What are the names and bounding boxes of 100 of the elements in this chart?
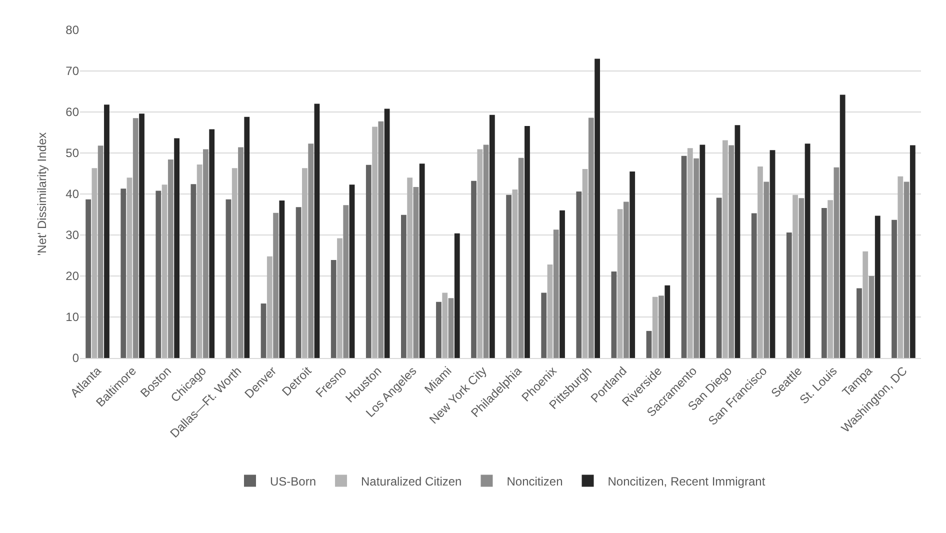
bar	[244, 116, 250, 358]
y-tick-label: 10	[66, 310, 80, 324]
y-tick-label: 40	[66, 187, 80, 202]
bar	[483, 144, 489, 358]
y-tick-label: 50	[66, 146, 80, 160]
bar	[378, 121, 384, 358]
bar	[120, 188, 126, 358]
bar	[524, 126, 530, 358]
y-tick-label: 80	[66, 23, 80, 38]
y-tick-label: 30	[66, 228, 80, 242]
bar	[822, 208, 827, 358]
bar	[162, 184, 168, 358]
bar	[126, 178, 132, 358]
bar	[898, 176, 904, 358]
bar	[734, 125, 740, 358]
bar	[694, 158, 699, 358]
bar	[139, 114, 144, 358]
bar	[279, 200, 285, 358]
bar	[156, 190, 162, 358]
y-tick-label: 0	[72, 351, 80, 366]
bar	[862, 251, 868, 358]
bar	[238, 147, 244, 358]
bar	[652, 296, 658, 358]
bar	[588, 118, 594, 358]
bar	[828, 200, 834, 358]
bar	[868, 276, 874, 358]
bar	[196, 164, 202, 358]
bar	[413, 187, 419, 358]
bar	[296, 207, 302, 358]
legend-label: Noncitizen, Recent Immigrant	[608, 474, 766, 488]
bar	[560, 210, 565, 358]
bar	[751, 213, 757, 358]
bar	[611, 271, 617, 358]
bar	[664, 285, 670, 358]
bar	[541, 292, 547, 358]
bar	[716, 198, 722, 358]
y-tick-label: 20	[66, 269, 80, 284]
bar	[477, 149, 483, 358]
bar	[442, 292, 448, 358]
bar	[489, 114, 495, 358]
bar	[834, 167, 840, 358]
bar	[98, 146, 104, 358]
bar	[687, 148, 693, 358]
bar	[518, 158, 524, 358]
bar	[366, 164, 372, 358]
bar	[260, 303, 266, 358]
bar	[728, 145, 734, 358]
bar	[764, 182, 770, 358]
bar	[892, 220, 897, 358]
bar	[266, 256, 272, 358]
bar	[700, 144, 706, 358]
bar	[804, 144, 810, 358]
bar	[401, 214, 406, 358]
bar	[209, 129, 215, 358]
legend-label: Naturalized Citizen	[361, 474, 462, 488]
bar	[553, 230, 559, 358]
bar	[840, 94, 846, 358]
bar	[722, 140, 728, 358]
bar	[168, 160, 174, 358]
bar	[471, 180, 476, 358]
bar	[624, 202, 629, 358]
bar	[547, 264, 553, 358]
bar	[190, 184, 196, 358]
bar	[770, 150, 776, 358]
bar	[856, 288, 862, 358]
bar	[302, 168, 308, 358]
bar	[576, 192, 582, 358]
bar	[617, 209, 623, 358]
bar	[448, 298, 454, 358]
bar	[582, 168, 588, 358]
bar	[436, 302, 442, 358]
bar	[910, 145, 916, 358]
bar	[104, 104, 110, 358]
bar	[407, 178, 413, 358]
legend-label: Noncitizen	[506, 474, 563, 488]
y-tick-label: 60	[66, 105, 80, 120]
bar	[308, 144, 314, 358]
bar	[349, 184, 355, 358]
bar	[792, 194, 798, 358]
y-axis-title: 'Net' Dissimilarity Index	[35, 132, 49, 256]
bar	[594, 58, 600, 358]
bar	[454, 233, 460, 358]
bar	[226, 199, 232, 358]
bar	[132, 118, 138, 358]
bar	[658, 296, 664, 358]
bar	[92, 168, 98, 358]
bar	[337, 238, 342, 358]
bar	[174, 138, 180, 358]
bar	[758, 166, 763, 358]
bar	[646, 330, 652, 358]
bar	[904, 182, 910, 358]
bar	[314, 104, 320, 358]
bar	[419, 164, 425, 358]
legend-label: US-Born	[270, 474, 316, 488]
y-tick-label: 70	[66, 64, 80, 78]
bar	[786, 232, 792, 358]
bar	[798, 198, 804, 358]
bar	[372, 126, 378, 358]
bar	[330, 260, 336, 358]
bar	[506, 194, 512, 358]
